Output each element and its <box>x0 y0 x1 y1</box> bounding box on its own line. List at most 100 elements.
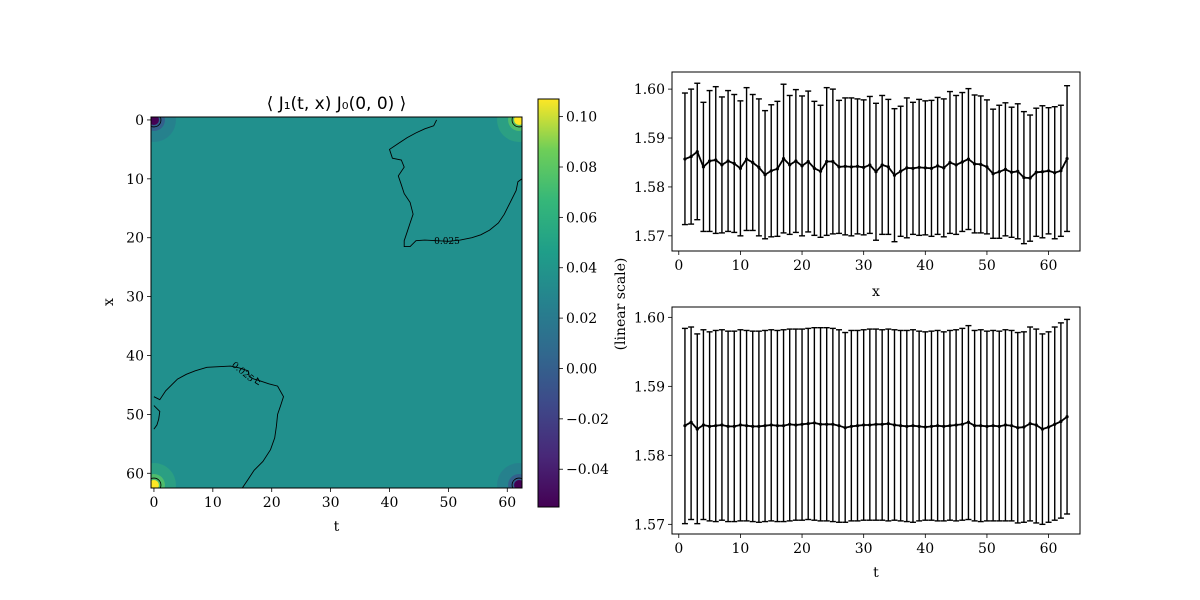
data-point <box>954 163 958 167</box>
heatmap-contours <box>153 119 522 488</box>
t-profile-ticks: 0 10 20 30 40 50 60 1.60 1.59 1.58 1.57 <box>634 310 1058 557</box>
heatmap-panel: ⟨ J₁(t, x) J₀(0, 0) ⟩ 0.025 0.025 0 10 20 3… <box>101 94 609 535</box>
data-point <box>942 166 946 170</box>
data-point <box>818 169 823 173</box>
data-point <box>948 424 952 428</box>
colorbar-tick-label: 0.04 <box>566 261 597 277</box>
data-point <box>966 157 971 161</box>
data-point <box>1034 170 1038 174</box>
heatmap-frame <box>150 116 523 489</box>
data-point <box>781 424 786 428</box>
data-point <box>905 166 909 170</box>
contour-line-1 <box>153 365 284 488</box>
t-profile-frame <box>671 306 1081 535</box>
data-point <box>892 173 897 177</box>
data-point <box>757 165 761 169</box>
corner-contour-2 <box>151 477 162 488</box>
data-point <box>1065 156 1069 161</box>
data-point <box>849 424 853 428</box>
data-point <box>763 173 767 177</box>
heatmap-ytick-label: 0 <box>135 113 144 129</box>
data-point <box>911 424 915 428</box>
heatmap-xtick-label: 10 <box>204 495 222 511</box>
data-point <box>936 424 940 428</box>
data-point <box>948 160 952 165</box>
data-point <box>1022 176 1026 180</box>
heatmap-xtick-label: 60 <box>498 495 516 511</box>
data-point <box>880 422 884 426</box>
data-point <box>788 163 792 167</box>
data-point <box>880 163 884 167</box>
heatmap-ticks: 0 10 20 30 40 50 60 0 10 20 30 40 50 60 <box>126 113 516 511</box>
colorbar-tick-label: 0.02 <box>566 311 597 327</box>
ytick-label: 1.59 <box>634 131 665 147</box>
data-point <box>831 422 835 426</box>
data-point <box>744 424 749 428</box>
data-point <box>979 162 983 167</box>
x-profile-panel: 0 10 20 30 40 50 60 1.60 1.59 1.58 1.57 x <box>634 71 1081 300</box>
data-point <box>862 165 866 169</box>
xtick-label: 30 <box>855 258 873 274</box>
data-point <box>1046 169 1051 173</box>
data-point <box>1034 423 1038 427</box>
colorbar-tick-label: 0.06 <box>566 210 597 226</box>
xtick-label: 50 <box>978 258 996 274</box>
data-point <box>837 424 841 428</box>
data-point <box>800 164 804 168</box>
data-point <box>979 424 983 428</box>
data-point <box>917 424 921 428</box>
t-profile-errorbars <box>681 318 1071 526</box>
data-point <box>991 424 995 428</box>
data-point <box>1059 419 1063 424</box>
xtick-label: 50 <box>978 541 996 557</box>
x-profile-ticks: 0 10 20 30 40 50 60 1.60 1.59 1.58 1.57 <box>634 82 1058 274</box>
data-point <box>806 422 810 426</box>
heatmap-ytick-label: 30 <box>126 290 144 306</box>
colorbar <box>537 98 560 508</box>
data-point <box>769 169 773 173</box>
heatmap-xtick-label: 50 <box>439 495 457 511</box>
data-point <box>744 157 749 161</box>
xtick-label: 20 <box>793 541 811 557</box>
data-point <box>874 422 878 426</box>
data-point <box>720 163 724 167</box>
data-point <box>825 159 829 164</box>
heatmap-ytick-label: 50 <box>126 407 144 423</box>
heatmap-xlabel: t <box>334 519 340 535</box>
data-point <box>818 422 823 426</box>
data-point <box>960 160 964 164</box>
data-point <box>936 164 940 168</box>
data-point <box>862 423 866 427</box>
data-point <box>726 159 730 163</box>
data-point <box>874 170 878 174</box>
data-point <box>757 424 761 428</box>
data-point <box>707 424 712 428</box>
data-point <box>905 424 909 428</box>
data-point <box>775 167 779 171</box>
data-point <box>726 424 730 428</box>
data-point <box>806 159 810 164</box>
xtick-label: 10 <box>731 541 749 557</box>
xtick-label: 0 <box>674 258 683 274</box>
colorbar-tick-label: −0.02 <box>566 412 609 428</box>
t-profile-xlabel: t <box>873 565 879 581</box>
heatmap-xtick-label: 0 <box>149 495 158 511</box>
data-point <box>917 165 921 169</box>
xtick-label: 40 <box>916 541 934 557</box>
corner-spot-2 <box>151 480 159 488</box>
data-point <box>738 166 743 170</box>
heatmap-xtick-label: 30 <box>322 495 340 511</box>
data-point <box>689 420 693 424</box>
data-point <box>886 165 890 169</box>
corner-contour-1 <box>511 117 522 128</box>
data-point <box>714 158 718 162</box>
data-point <box>812 421 816 425</box>
x-profile-points <box>683 150 1069 180</box>
data-point <box>1040 170 1045 174</box>
data-point <box>751 424 755 428</box>
data-point <box>732 161 736 166</box>
data-point <box>689 155 693 159</box>
heatmap-ylabel: x <box>101 298 117 306</box>
data-point <box>899 424 903 428</box>
